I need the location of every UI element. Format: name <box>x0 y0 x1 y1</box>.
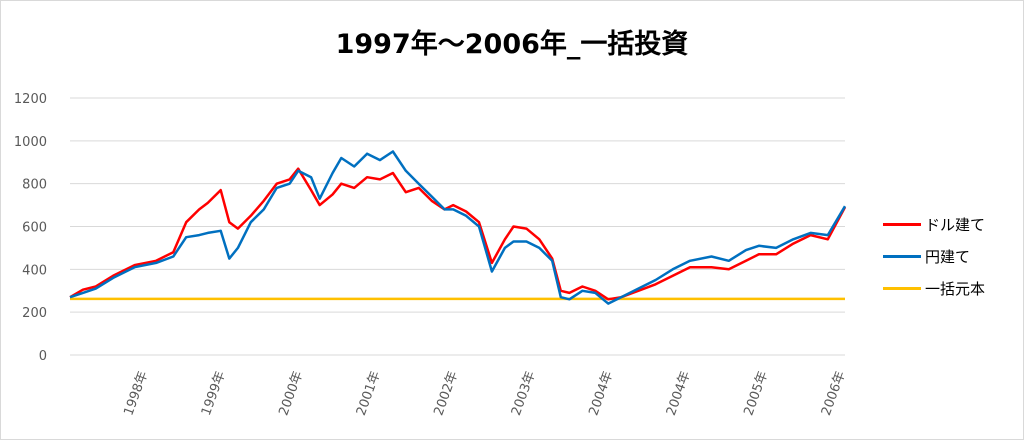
legend-swatch-yen <box>883 254 921 258</box>
x-tick-label: 1999年 <box>199 369 229 417</box>
x-tick-label: 2004年 <box>664 369 694 417</box>
x-tick-label: 2000年 <box>276 369 306 417</box>
grid-lines <box>70 97 845 356</box>
series-lines <box>69 150 847 305</box>
legend-item-principal: 一括元本 <box>883 272 985 304</box>
legend-label-principal: 一括元本 <box>925 279 986 298</box>
legend-item-yen: 円建て <box>883 240 985 272</box>
legend-label-dollar: ドル建て <box>925 215 986 234</box>
x-tick-label: 2004年 <box>586 369 616 417</box>
x-tick-label: 1998年 <box>121 369 151 417</box>
x-tick-label: 2001年 <box>354 369 384 417</box>
x-tick-label: 2003年 <box>509 369 539 417</box>
y-axis-ticks: 0 200 400 600 800 1000 1200 <box>14 92 47 364</box>
x-tick-label: 2005年 <box>741 369 771 417</box>
x-tick-label: 2006年 <box>819 369 849 417</box>
y-tick-label: 1200 <box>14 92 47 107</box>
series-line-0 <box>69 167 847 301</box>
series-line-1 <box>69 150 847 305</box>
legend-swatch-dollar <box>883 222 921 226</box>
x-tick-label: 2002年 <box>431 369 461 417</box>
x-axis-ticks: 1998年 1999年 2000年 2001年 2002年 2003年 2004年 2004年… <box>121 369 848 417</box>
legend-item-dollar: ドル建て <box>883 208 985 240</box>
legend-label-yen: 円建て <box>925 247 971 266</box>
chart-title: 1997年～2006年_一括投資 <box>335 29 689 60</box>
y-tick-label: 0 <box>39 349 47 364</box>
y-tick-label: 400 <box>22 263 47 278</box>
legend: ドル建て 円建て 一括元本 <box>883 208 985 304</box>
y-tick-label: 1000 <box>14 135 47 150</box>
legend-swatch-principal <box>883 286 921 290</box>
y-tick-label: 800 <box>22 178 47 193</box>
y-tick-label: 600 <box>22 221 47 236</box>
y-tick-label: 200 <box>22 306 47 321</box>
